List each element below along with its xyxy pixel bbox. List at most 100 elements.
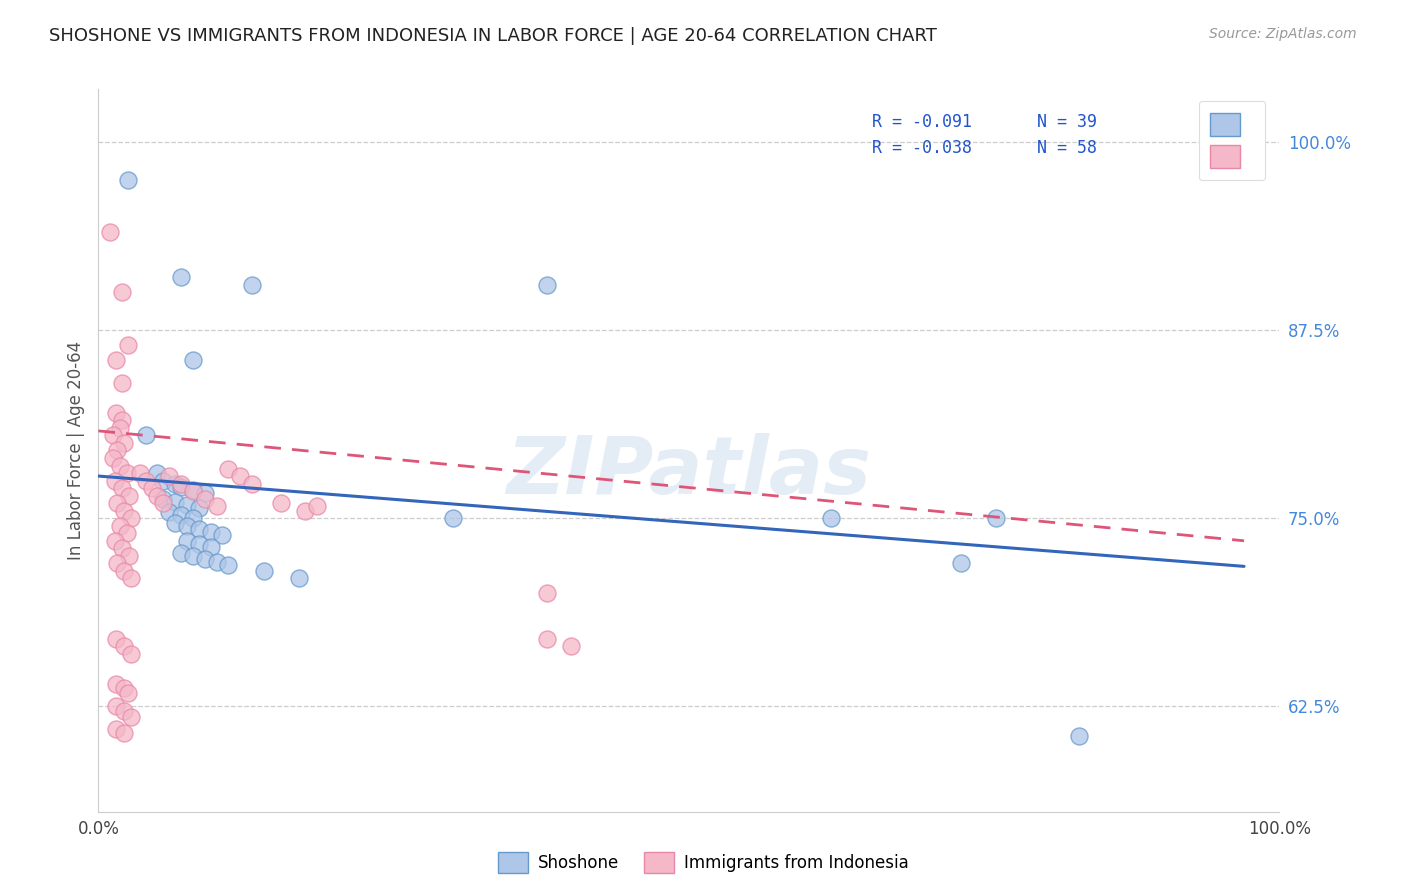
Point [105,406,128,420]
Point [105,443,128,458]
Point [194,491,217,506]
Text: SHOSHONE VS IMMIGRANTS FROM INDONESIA IN LABOR FORCE | AGE 20-64 CORRELATION CHA: SHOSHONE VS IMMIGRANTS FROM INDONESIA IN… [49,27,936,45]
Point [112,639,135,653]
Point [146,466,169,480]
Point [187,522,209,536]
Point [152,491,174,506]
Point [152,474,174,488]
Point [205,555,228,569]
Point [105,496,128,510]
Point [176,533,198,548]
Text: ZIPatlas: ZIPatlas [506,434,872,511]
Point [105,632,128,646]
Point [111,413,134,427]
Point [294,503,316,517]
Point [115,526,138,541]
Point [288,571,311,585]
Point [111,376,134,390]
Point [984,511,1007,525]
Point [170,546,193,560]
Point [141,481,163,495]
Point [117,172,139,186]
Text: N = 39: N = 39 [1038,112,1097,131]
Point [536,632,558,646]
Point [200,540,222,554]
Point [211,527,233,541]
Legend: , : , [1198,101,1265,180]
Point [146,489,169,503]
Point [104,474,127,488]
Point [187,537,209,551]
Point [105,557,128,571]
Point [165,476,187,491]
Point [152,496,174,510]
Point [108,421,131,435]
Point [135,428,157,442]
Point [181,484,204,499]
Point [217,461,239,475]
Point [170,476,193,491]
Point [240,277,263,292]
Point [187,500,209,515]
Point [121,511,143,525]
Point [105,677,128,691]
Point [536,586,558,600]
Point [157,469,180,483]
Point [194,485,217,500]
Point [170,479,193,493]
Point [820,511,842,525]
Text: Source: ZipAtlas.com: Source: ZipAtlas.com [1209,27,1357,41]
Point [305,499,328,513]
Point [112,503,135,517]
Point [194,551,217,566]
Point [111,285,134,300]
Point [270,496,292,510]
Point [118,489,141,503]
Point [118,549,141,563]
Point [176,498,198,512]
Point [176,518,198,533]
Point [200,524,222,539]
Point [181,483,204,497]
Point [441,511,464,525]
Point [117,338,139,352]
Point [949,557,972,571]
Point [112,704,135,718]
Point [101,428,124,442]
Point [165,516,187,530]
Point [108,518,131,533]
Point [112,726,135,740]
Point [560,639,582,653]
Point [217,558,239,572]
Point [229,469,252,483]
Text: R = -0.091: R = -0.091 [872,112,972,131]
Point [181,353,204,368]
Point [112,564,135,578]
Point [117,686,139,700]
Text: N = 58: N = 58 [1038,139,1097,158]
Point [105,722,128,736]
Point [121,710,143,724]
Point [115,466,138,480]
Legend: Shoshone, Immigrants from Indonesia: Shoshone, Immigrants from Indonesia [491,846,915,880]
Point [253,564,276,578]
Text: R = -0.038: R = -0.038 [872,139,972,158]
Point [105,699,128,714]
Point [112,681,135,696]
Point [170,270,193,285]
Point [157,505,180,519]
Point [101,450,124,465]
Point [181,511,204,525]
Point [121,647,143,661]
Point [128,466,150,480]
Point [105,353,128,368]
Point [170,508,193,523]
Point [165,494,187,508]
Y-axis label: In Labor Force | Age 20-64: In Labor Force | Age 20-64 [66,341,84,560]
Point [111,481,134,495]
Point [108,458,131,473]
Point [536,277,558,292]
Point [104,533,127,548]
Point [111,541,134,556]
Point [181,549,204,563]
